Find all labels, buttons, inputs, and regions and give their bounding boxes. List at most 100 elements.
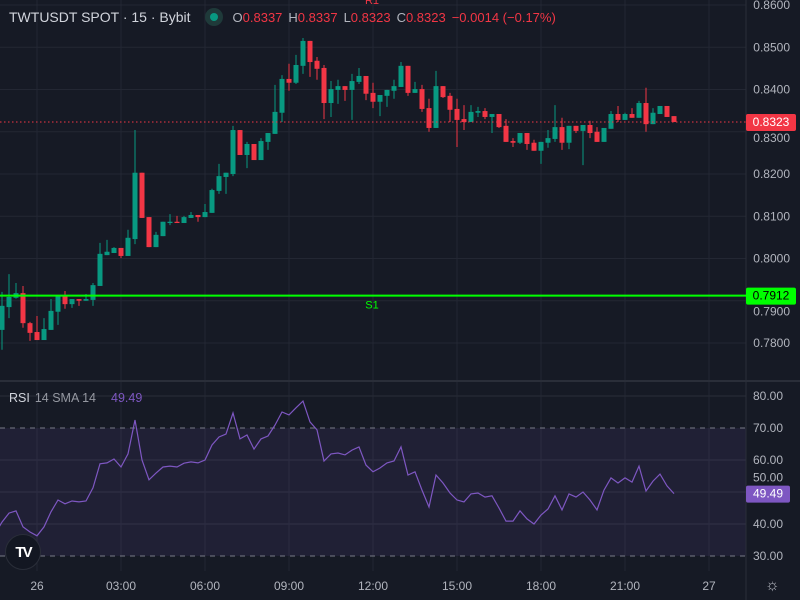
candle-body [671,116,677,123]
price-tick-label: 0.8600 [753,0,790,12]
grid [0,0,746,571]
tradingview-logo-icon[interactable]: TV [5,534,41,570]
candle-down [503,119,509,142]
candle-down [643,87,649,132]
candle-body [594,131,600,142]
candle-down [20,285,26,328]
time-tick-label: 09:00 [274,579,304,593]
candle-body [48,310,54,330]
candle-body [90,285,96,300]
candle-up [181,215,187,224]
candle-body [622,114,628,120]
candle-up [125,229,131,256]
candle-body [440,86,446,98]
candle-body [230,130,236,174]
candle-up [580,124,586,166]
low-value: 0.8323 [350,9,391,25]
time-tick-label: 06:00 [190,579,220,593]
candle-body [139,172,145,218]
candle-body [0,305,5,330]
price-tick-label: 0.7800 [753,336,790,350]
time-tick-label: 12:00 [358,579,388,593]
symbol-title[interactable]: TWTUSDT SPOT · 15 · Bybit [9,9,191,25]
time-tick-label: 03:00 [106,579,136,593]
candle-down [62,291,68,309]
candle-body [349,81,355,90]
candle-body [104,251,110,256]
price-axis[interactable]: 0.8600 0.8500 0.8400 0.8300 0.8200 0.8100 0.80… [753,0,790,350]
low-label: L [343,9,351,25]
time-tick-label: 27 [702,579,716,593]
candle-body [454,108,460,120]
candle-down [139,172,145,218]
candle-body [258,141,264,161]
candle-up [69,299,75,308]
candle-body [447,95,453,110]
rsi-tick-label: 40.00 [753,517,783,531]
market-open-dot-icon[interactable] [204,8,223,26]
candle-body [62,296,68,305]
candle-body [195,214,201,218]
candle-body [552,127,558,139]
candle-down [321,64,327,120]
time-axis[interactable]: 26 03:00 06:00 09:00 12:00 15:00 18:00 21:00 27 [30,579,716,593]
candle-up [377,94,383,117]
rsi-tick-label: 80.00 [753,389,783,403]
candle-down [237,130,243,155]
rsi-legend[interactable]: RSI 14 SMA 14 49.49 [9,391,142,405]
price-tick-label: 0.8100 [753,209,790,223]
candle-body [321,67,327,104]
candle-body [391,86,397,91]
rsi-axis[interactable]: 80.00 70.00 60.00 50.00 40.00 30.00 [753,389,783,563]
candle-up [545,130,551,148]
candle-body [160,221,166,237]
support-price-badge: 0.7912 [746,287,796,305]
rsi-value: 49.49 [111,391,143,405]
candle-body [76,299,82,301]
close-label: C [396,9,406,25]
candle-body [244,144,250,155]
candle-down [251,144,257,161]
candle-up [153,231,159,248]
candle-down [314,56,320,80]
candle-body [167,221,173,224]
candle-up [335,79,341,104]
candle-body [209,190,215,213]
last-price-badge: 0.8323 [746,114,796,132]
candle-body [664,105,670,117]
candle-body [328,89,334,104]
candle-body [356,75,362,82]
rsi-tick-label: 30.00 [753,549,783,563]
candle-up [97,242,103,286]
last-price-value: 0.8323 [753,115,790,129]
candle-up [160,221,166,237]
candle-body [475,111,481,113]
candle-down [286,63,292,91]
candle-down [531,139,537,151]
candle-up [293,54,299,85]
candle-body [384,89,390,96]
candle-down [174,215,180,224]
candle-down [440,86,446,98]
candle-up [258,138,264,161]
candle-up [657,105,663,115]
candle-body [125,237,131,256]
candle-body [433,86,439,128]
time-tick-label: 15:00 [442,579,472,593]
settings-gear-icon[interactable]: ☼ [765,577,780,594]
candle-body [608,114,614,129]
candle-down [146,217,152,248]
symbol-legend: TWTUSDT SPOT · 15 · Bybit O 0.8337 H 0.833… [9,8,556,26]
candle-up [209,188,215,213]
candle-body [111,247,117,254]
candle-up [538,141,544,164]
candle-up [650,108,656,125]
candle-up [265,133,271,150]
candle-body [314,60,320,69]
candle-up [391,79,397,99]
open-value: 0.8337 [242,9,283,25]
rsi-line [0,400,675,537]
rsi-points [1,401,675,536]
candle-body [524,133,530,145]
